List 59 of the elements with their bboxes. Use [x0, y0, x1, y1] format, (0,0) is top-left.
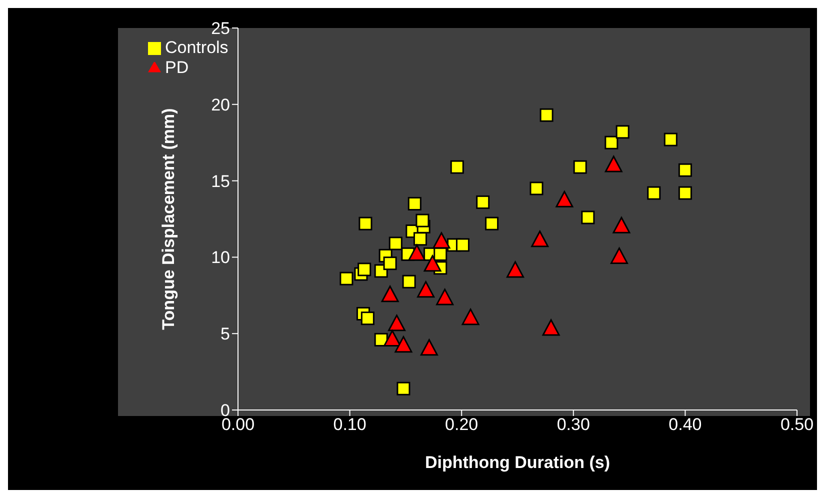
point	[416, 214, 430, 228]
point	[462, 308, 480, 326]
point	[402, 274, 416, 288]
point	[450, 160, 464, 174]
point	[604, 136, 618, 150]
point	[456, 238, 470, 252]
x-tick-label: 0.40	[668, 415, 702, 434]
y-axis-title: Tongue Displacement (mm)	[159, 108, 178, 330]
point	[604, 156, 622, 172]
point	[358, 262, 372, 276]
point	[506, 261, 524, 278]
legend-label: PD	[165, 58, 189, 77]
point	[530, 182, 544, 196]
point	[388, 314, 406, 332]
x-axis-title: Diphthong Duration (s)	[424, 453, 610, 472]
point	[612, 216, 630, 234]
point	[388, 236, 402, 250]
x-tick-label: 0.50	[780, 415, 814, 434]
y-tick-label: 5	[220, 324, 230, 344]
point	[394, 336, 412, 353]
point	[436, 288, 454, 306]
point	[542, 319, 560, 336]
point	[581, 210, 595, 224]
x-tick-label: 0.30	[556, 415, 590, 434]
legend-label: Controls	[165, 38, 228, 57]
point	[540, 108, 554, 122]
x-tick-label: 0.10	[333, 415, 366, 434]
point	[360, 312, 374, 326]
point	[610, 247, 628, 264]
y-tick-label: 15	[211, 172, 230, 191]
point	[358, 216, 372, 230]
x-tick-label: 0.20	[445, 415, 478, 434]
point	[432, 232, 450, 249]
point	[408, 244, 426, 261]
point	[420, 339, 438, 356]
point	[531, 230, 549, 248]
point	[678, 163, 692, 177]
point	[413, 232, 427, 246]
point	[556, 190, 574, 208]
point	[396, 382, 410, 396]
point	[417, 281, 435, 298]
point	[340, 272, 354, 286]
point	[383, 256, 397, 270]
point	[678, 186, 692, 200]
point	[408, 196, 422, 210]
point	[664, 132, 678, 146]
x-tick-label: 0.00	[221, 415, 255, 434]
y-tick-label: 10	[211, 248, 230, 268]
point	[424, 255, 442, 272]
y-tick-label: 25	[211, 19, 230, 38]
y-tick-label: 20	[211, 95, 230, 114]
point	[434, 247, 448, 261]
point	[647, 186, 661, 200]
point	[616, 125, 630, 139]
point	[381, 286, 399, 302]
point	[476, 195, 490, 209]
point	[384, 330, 402, 346]
point	[573, 160, 587, 174]
point	[485, 216, 499, 230]
